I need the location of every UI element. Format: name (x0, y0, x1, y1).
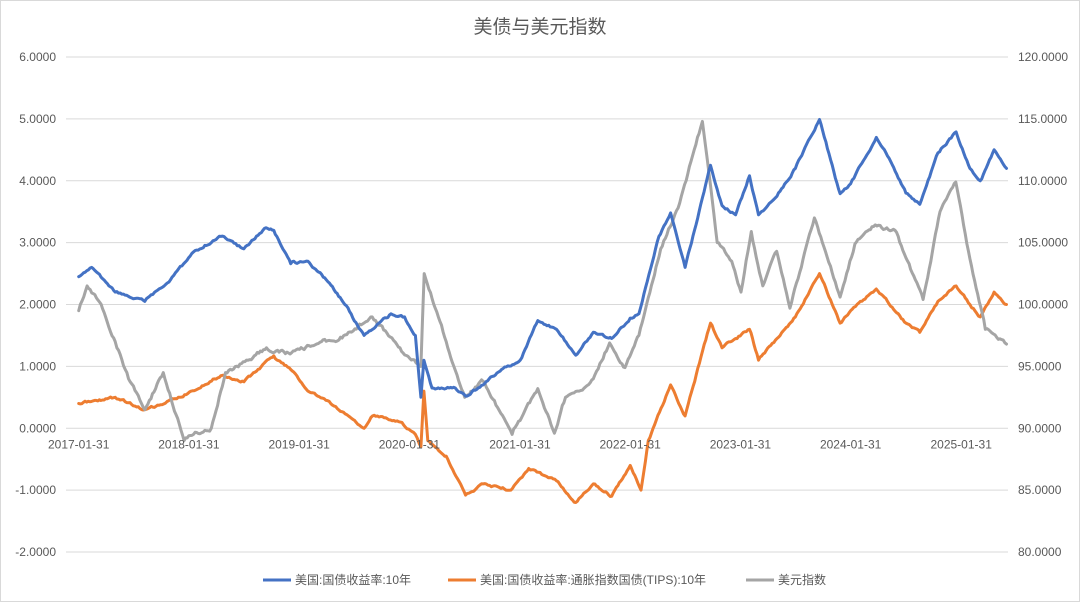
left-tick-label: -1.0000 (15, 483, 56, 497)
grid-layer (66, 56, 1008, 553)
series-line-0 (77, 118, 1008, 399)
x-tick-label: 2020-01-31 (379, 437, 441, 451)
series-line-1 (77, 272, 1008, 504)
x-axis: 2017-01-31 2018-01-31 2019-01-31 2020-01-31… (48, 437, 992, 451)
left-tick-label: 6.0000 (19, 50, 56, 64)
left-tick-label: 0.0000 (19, 421, 56, 435)
left-tick-label: -2.0000 (15, 545, 56, 559)
left-tick-label: 3.0000 (19, 236, 56, 250)
left-tick-label: 4.0000 (19, 174, 56, 188)
left-tick-label: 5.0000 (19, 112, 56, 126)
x-tick-label: 2017-01-31 (48, 437, 110, 451)
right-tick-label: 105.0000 (1018, 236, 1068, 250)
x-tick-label: 2019-01-31 (268, 437, 330, 451)
right-axis: 120.0000 115.0000 110.0000 105.0000 100.0000… (1018, 50, 1068, 559)
right-tick-label: 85.0000 (1018, 483, 1062, 497)
series-layer (77, 118, 1008, 504)
x-tick-label: 2023-01-31 (710, 437, 772, 451)
right-tick-label: 90.0000 (1018, 421, 1062, 435)
right-tick-label: 100.0000 (1018, 298, 1068, 312)
legend-label-1: 美国:国债收益率:通胀指数国债(TIPS):10年 (480, 572, 706, 587)
x-tick-label: 2024-01-31 (820, 437, 882, 451)
legend-label-2: 美元指数 (778, 572, 826, 587)
x-tick-label: 2018-01-31 (158, 437, 220, 451)
x-tick-label: 2025-01-31 (930, 437, 992, 451)
right-tick-label: 120.0000 (1018, 50, 1068, 64)
chart-title: 美债与美元指数 (473, 16, 606, 38)
series-line-2 (77, 119, 1008, 443)
legend-label-0: 美国:国债收益率:10年 (295, 572, 411, 587)
left-axis: 6.0000 5.0000 4.0000 3.0000 2.0000 1.0000 0.00… (15, 50, 56, 559)
right-tick-label: 110.0000 (1018, 174, 1067, 188)
left-tick-label: 2.0000 (19, 298, 56, 312)
right-tick-label: 80.0000 (1018, 545, 1062, 559)
right-tick-label: 95.0000 (1018, 359, 1062, 373)
legend: 美国:国债收益率:10年 美国:国债收益率:通胀指数国债(TIPS):10年 美元指… (263, 572, 826, 587)
right-tick-label: 115.0000 (1018, 112, 1067, 126)
x-tick-label: 2021-01-31 (489, 437, 551, 451)
x-tick-label: 2022-01-31 (599, 437, 661, 451)
left-tick-label: 1.0000 (19, 359, 56, 373)
